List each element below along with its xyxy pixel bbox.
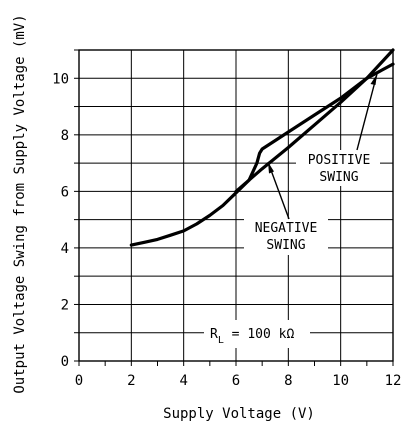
y-tick-label-0: 0 [61, 354, 69, 370]
y-tick-label-1: 2 [61, 297, 69, 313]
positive-swing-label-line2: SWING [319, 170, 358, 185]
x-tick-label-2: 4 [179, 373, 187, 389]
negative-swing-label-line1: NEGATIVE [255, 221, 318, 236]
series-layer [129, 48, 395, 247]
positive-swing-annotation: POSITIVE SWING [296, 73, 380, 186]
x-tick-label-4: 8 [284, 373, 292, 389]
condition-label: RL = 100 kΩ [204, 320, 310, 348]
negative-swing-label-line2: SWING [266, 238, 305, 253]
negative-label-bg [244, 219, 328, 255]
condition-label-bg [204, 320, 310, 348]
x-tick-label-5: 10 [332, 373, 349, 389]
x-tick-label-6: 12 [385, 373, 401, 389]
positive-swing-pointer [356, 73, 378, 151]
x-tick-label-3: 6 [232, 373, 240, 389]
y-tick-label-4: 8 [61, 128, 69, 144]
negative-swing-arrowhead [268, 162, 274, 174]
series-line-positive-swing [234, 48, 395, 193]
y-tick-label-2: 4 [61, 241, 69, 257]
y-tick-label-3: 6 [61, 184, 69, 200]
x-tick-label-0: 0 [75, 373, 83, 389]
tick-labels: 0 2 4 6 8 10 12 0 2 4 6 8 10 [52, 71, 401, 389]
x-tick-label-1: 2 [127, 373, 135, 389]
condition-label-text: RL = 100 kΩ [210, 327, 294, 346]
positive-label-bg [296, 150, 380, 186]
x-axis-title: Supply Voltage (V) [163, 406, 315, 422]
positive-swing-arrowhead [370, 74, 377, 85]
negative-swing-annotation: NEGATIVE SWING [244, 161, 328, 255]
y-axis-title: Output Voltage Swing from Supply Voltage… [12, 14, 28, 393]
positive-swing-label-line1: POSITIVE [308, 153, 371, 168]
y-tick-label-5: 10 [52, 71, 69, 87]
